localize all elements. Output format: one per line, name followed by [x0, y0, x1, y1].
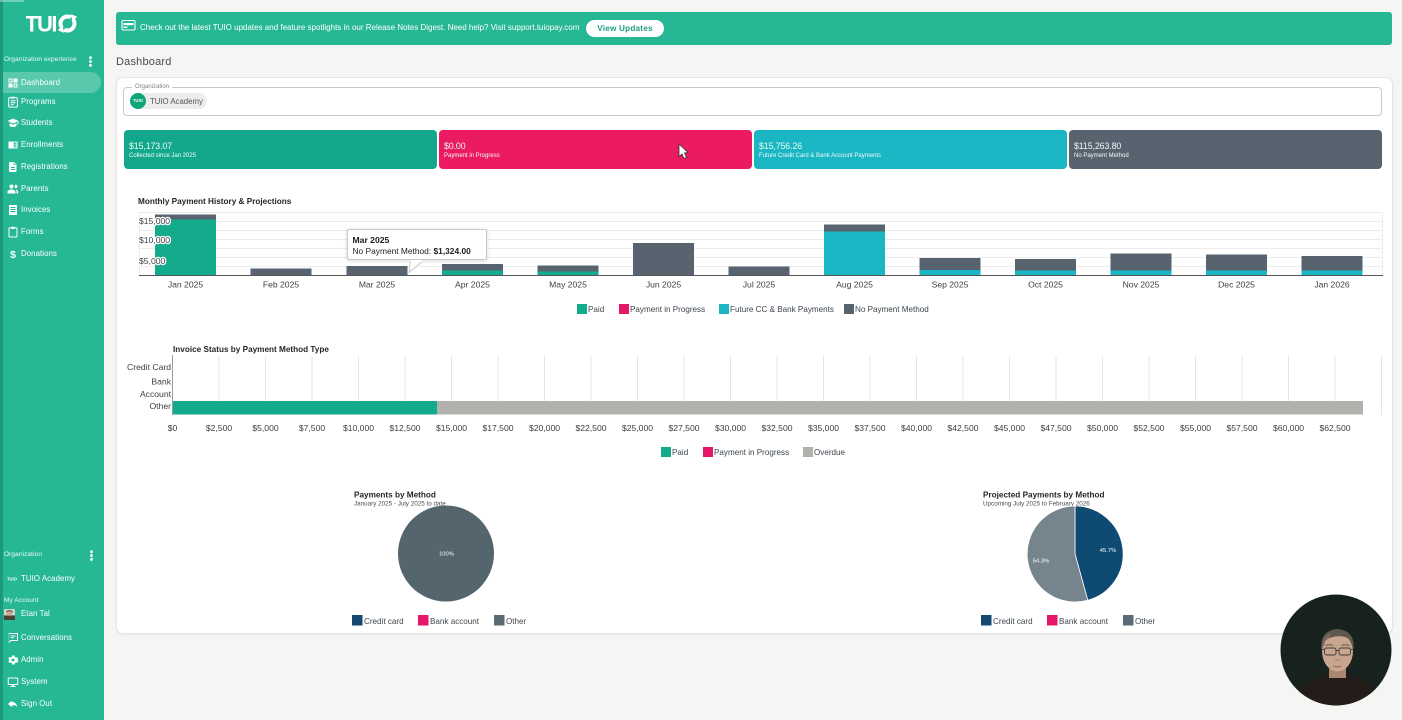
svg-text:$2,500: $2,500 [206, 423, 233, 433]
svg-text:Other: Other [150, 401, 172, 411]
svg-text:$40,000: $40,000 [901, 423, 932, 433]
svg-text:Bank account: Bank account [1059, 617, 1109, 626]
svg-text:January 2025 - July 2025 to da: January 2025 - July 2025 to date [354, 501, 446, 508]
svg-text:$22,500: $22,500 [575, 423, 606, 433]
svg-text:$42,500: $42,500 [947, 423, 978, 433]
svg-text:Payment in Progress: Payment in Progress [714, 448, 789, 457]
svg-text:$20,000: $20,000 [529, 423, 560, 433]
svg-text:54.3%: 54.3% [1033, 559, 1049, 565]
svg-text:$32,500: $32,500 [761, 423, 792, 433]
svg-text:Payment in Progress: Payment in Progress [630, 305, 705, 314]
svg-text:Bank account: Bank account [430, 617, 480, 626]
svg-text:Payments by Method: Payments by Method [354, 491, 436, 500]
svg-text:Dec 2025: Dec 2025 [1218, 280, 1255, 290]
svg-text:$30,000: $30,000 [715, 423, 746, 433]
svg-text:$35,000: $35,000 [808, 423, 839, 433]
svg-text:$25,000: $25,000 [622, 423, 653, 433]
svg-text:Mar 2025: Mar 2025 [359, 280, 396, 290]
svg-text:$17,500: $17,500 [482, 423, 513, 433]
svg-text:$: $ [10, 249, 16, 260]
svg-text:$37,500: $37,500 [854, 423, 885, 433]
svg-text:$45,000: $45,000 [994, 423, 1025, 433]
svg-text:Bank: Bank [151, 377, 171, 387]
svg-text:$0: $0 [168, 423, 178, 433]
svg-text:Jan 2026: Jan 2026 [1314, 280, 1350, 290]
svg-text:$55,000: $55,000 [1180, 423, 1211, 433]
svg-text:Account: Account [140, 389, 172, 399]
svg-text:$47,500: $47,500 [1040, 423, 1071, 433]
svg-text:Sep 2025: Sep 2025 [932, 280, 969, 290]
svg-text:Feb 2025: Feb 2025 [263, 280, 300, 290]
svg-text:Paid: Paid [672, 448, 688, 457]
svg-text:100%: 100% [439, 552, 454, 558]
svg-text:$15,000: $15,000 [436, 423, 467, 433]
svg-text:$60,000: $60,000 [1273, 423, 1304, 433]
svg-text:$27,500: $27,500 [668, 423, 699, 433]
svg-text:Monthly Payment History & Proj: Monthly Payment History & Projections [138, 197, 292, 206]
svg-text:$15,000: $15,000 [139, 216, 170, 226]
svg-text:$50,000: $50,000 [1087, 423, 1118, 433]
svg-text:$10,000: $10,000 [343, 423, 374, 433]
svg-text:Credit Card: Credit Card [127, 362, 171, 372]
svg-text:$62,500: $62,500 [1319, 423, 1350, 433]
svg-text:45.7%: 45.7% [1100, 548, 1116, 554]
svg-text:$10,000: $10,000 [139, 235, 170, 245]
svg-text:Jul 2025: Jul 2025 [743, 280, 776, 290]
svg-text:TUIO: TUIO [7, 576, 18, 581]
svg-text:Other: Other [506, 617, 527, 626]
svg-text:Aug 2025: Aug 2025 [836, 280, 873, 290]
svg-text:$12,500: $12,500 [389, 423, 420, 433]
svg-text:Oct 2025: Oct 2025 [1028, 280, 1063, 290]
svg-text:TUI: TUI [26, 12, 56, 36]
svg-text:Jan 2025: Jan 2025 [168, 280, 204, 290]
svg-text:$5,000: $5,000 [252, 423, 279, 433]
svg-text:Invoice Status by Payment Meth: Invoice Status by Payment Method Type [173, 345, 329, 354]
svg-text:May 2025: May 2025 [549, 280, 587, 290]
svg-text:Other: Other [1135, 617, 1156, 626]
svg-text:Nov 2025: Nov 2025 [1123, 280, 1160, 290]
svg-text:Paid: Paid [588, 305, 604, 314]
svg-text:No Payment Method: No Payment Method [855, 305, 929, 314]
svg-text:Jun 2025: Jun 2025 [646, 280, 682, 290]
svg-text:Apr 2025: Apr 2025 [455, 280, 490, 290]
svg-text:$52,500: $52,500 [1133, 423, 1164, 433]
svg-text:Projected Payments by Method: Projected Payments by Method [983, 491, 1104, 500]
svg-text:Future CC & Bank Payments: Future CC & Bank Payments [730, 305, 834, 314]
svg-text:$7,500: $7,500 [299, 423, 326, 433]
svg-text:$57,500: $57,500 [1226, 423, 1257, 433]
svg-text:Upcoming July 2025 to February: Upcoming July 2025 to February 2026 [983, 501, 1090, 508]
svg-text:Credit card: Credit card [993, 617, 1033, 626]
svg-text:Credit card: Credit card [364, 617, 404, 626]
svg-text:Overdue: Overdue [814, 448, 846, 457]
svg-text:$5,000: $5,000 [139, 256, 166, 266]
